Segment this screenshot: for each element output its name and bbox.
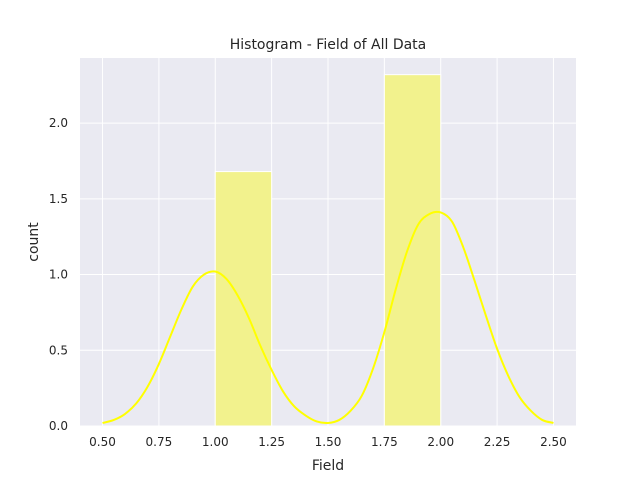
x-tick-label: 2.00 (427, 435, 454, 449)
x-tick-label: 1.75 (371, 435, 398, 449)
y-tick-label: 1.0 (49, 268, 68, 282)
x-tick-label: 2.25 (484, 435, 511, 449)
x-tick-label: 0.50 (89, 435, 116, 449)
x-tick-label: 1.50 (315, 435, 342, 449)
chart-title: Histogram - Field of All Data (230, 37, 427, 53)
x-tick-label: 0.75 (146, 435, 173, 449)
y-tick-labels: 0.0 0.5 1.0 1.5 2.0 (49, 116, 68, 433)
x-tick-labels: 0.50 0.75 1.00 1.25 1.50 1.75 2.00 2.25 2.50 (89, 435, 567, 449)
y-tick-label: 2.0 (49, 116, 68, 130)
x-tick-label: 2.50 (540, 435, 567, 449)
kde-curve (102, 210, 554, 425)
y-axis-label: count (26, 222, 42, 262)
x-tick-label: 1.00 (202, 435, 229, 449)
histogram-bars (214, 74, 442, 427)
y-tick-label: 0.0 (49, 419, 68, 433)
y-tick-label: 1.5 (49, 192, 68, 206)
y-tick-label: 0.5 (49, 343, 68, 357)
x-axis-label: Field (312, 458, 344, 474)
x-tick-label: 1.25 (258, 435, 285, 449)
histogram-bar (383, 74, 442, 427)
histogram-bar (214, 171, 273, 427)
